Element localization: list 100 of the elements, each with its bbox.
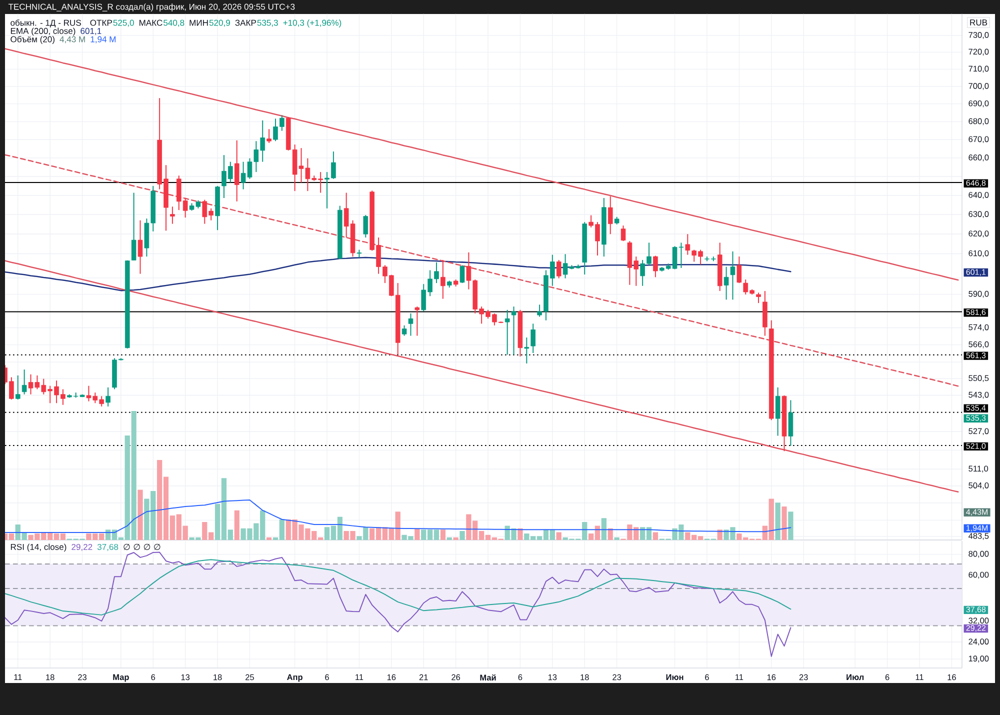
candlestick: [22, 369, 27, 395]
x-tick-label: 16: [387, 674, 396, 680]
ref-line-label: 581,6: [966, 309, 986, 316]
annotation: +10,3 (+1,96%): [283, 20, 342, 28]
candlestick: [408, 312, 414, 336]
annotation: 4,43M: [966, 509, 988, 516]
annotation: 1,94M: [966, 525, 988, 532]
x-tick-label: 13: [181, 674, 190, 680]
annotation: 535,3: [257, 20, 278, 27]
bar: [446, 537, 452, 540]
candlestick: [170, 206, 175, 224]
ref-line-label: 535,4: [966, 405, 986, 412]
candlestick: [131, 192, 136, 261]
bar: [440, 530, 446, 540]
ref-line-label: 561,3: [966, 352, 986, 360]
annotation: 4,43 M: [60, 36, 85, 44]
bar: [775, 502, 780, 540]
annotation: 37,68: [966, 606, 986, 614]
bar: [601, 518, 607, 540]
annotation: RSI (14, close): [10, 544, 66, 552]
bar: [234, 510, 240, 540]
candlestick: [266, 128, 272, 144]
x-tick-label: 6: [518, 674, 522, 680]
x-tick-label: 11: [916, 674, 924, 680]
y-tick-label: 670,0: [968, 136, 989, 144]
y-tick-label: 483,5: [968, 532, 989, 540]
y-tick-label: 630,0: [968, 211, 989, 218]
x-tick-label: 16: [948, 674, 956, 680]
bar: [518, 528, 523, 540]
bar: [266, 537, 272, 540]
annotation: 37,68: [97, 544, 118, 551]
x-tick-label: 18: [580, 674, 589, 680]
y-tick-label: 527,0: [968, 428, 989, 436]
y-tick-label: 550,5: [968, 375, 989, 382]
ref-line-label: 646,8: [966, 180, 986, 187]
bar: [453, 537, 458, 540]
y-tick-label: 80,00: [968, 550, 989, 558]
candlestick: [524, 337, 530, 364]
annotation: 520,9: [209, 20, 230, 27]
annotation: МАКС: [140, 20, 162, 26]
bar: [788, 512, 794, 540]
y-tick-label: 620,0: [968, 230, 989, 238]
y-tick-label: 720,0: [968, 48, 989, 56]
candlestick: [138, 220, 143, 274]
y-tick-label: 60,00: [968, 572, 989, 579]
candlestick: [788, 400, 794, 446]
x-tick-label: 6: [151, 674, 156, 680]
bar: [138, 490, 143, 540]
candlestick: [511, 306, 516, 356]
y-tick-label: 680,0: [968, 118, 989, 126]
y-tick-label: 700,0: [968, 83, 989, 90]
bar: [614, 537, 620, 540]
text: 535,3: [966, 415, 986, 422]
annotation: 601,1: [966, 269, 986, 276]
x-tick-label: 25: [246, 674, 254, 680]
x-tick-label: 23: [799, 674, 808, 680]
annotation: 525,0: [113, 20, 134, 27]
annotation: 1,94 M: [90, 36, 116, 44]
y-tick-label: 690,0: [968, 100, 989, 108]
chart-title: TECHNICAL_ANALYSIS_R создал(а) график, Июн 20, 2026 09:55 UTC+3: [8, 4, 295, 12]
x-tick-label: 18: [46, 674, 54, 680]
annotation: ЗАКР: [235, 20, 256, 26]
x-tick-label: Июн: [666, 674, 684, 680]
x-tick-label: 13: [548, 674, 557, 680]
x-tick-label: 18: [214, 674, 222, 680]
x-tick-label: 6: [885, 674, 890, 680]
y-tick-label: 543,0: [968, 392, 989, 399]
x-tick-label: 6: [325, 674, 329, 680]
y-tick-label: 566,0: [968, 341, 989, 348]
candlestick: [460, 264, 465, 284]
candlestick: [620, 225, 626, 242]
y-tick-label: 660,0: [968, 154, 989, 162]
candlestick: [106, 386, 110, 407]
y-tick-label: 730,0: [968, 32, 989, 39]
x-tick-label: 21: [419, 674, 428, 680]
x-tick-label: 6: [705, 674, 709, 680]
candlestick: [685, 234, 690, 256]
candlestick: [730, 250, 736, 300]
annotation: ∅ ∅ ∅ ∅: [124, 544, 160, 550]
x-tick-label: Апр: [287, 674, 302, 682]
candlestick: [15, 374, 20, 400]
y-tick-label: 32,00: [968, 618, 989, 624]
y-tick-label: 590,0: [968, 290, 989, 298]
candlestick: [363, 214, 368, 238]
bar: [556, 532, 562, 540]
x-tick-label: 11: [736, 674, 744, 680]
text: обыкн. - 1Д - RUS: [10, 19, 81, 28]
annotation: МИН: [190, 20, 208, 26]
candlestick: [234, 140, 240, 202]
candlestick: [504, 309, 510, 356]
y-tick-label: 24,00: [968, 638, 989, 646]
candlestick: [736, 256, 742, 284]
candlestick: [440, 259, 446, 300]
x-tick-label: Май: [480, 674, 496, 681]
y-tick-label: 574,0: [968, 324, 989, 332]
annotation: ОТКР: [90, 20, 112, 26]
annotation: EMA (200, close): [10, 28, 76, 36]
candlestick: [775, 386, 780, 436]
candlestick: [414, 306, 420, 336]
y-tick-label: 640,0: [968, 192, 989, 199]
